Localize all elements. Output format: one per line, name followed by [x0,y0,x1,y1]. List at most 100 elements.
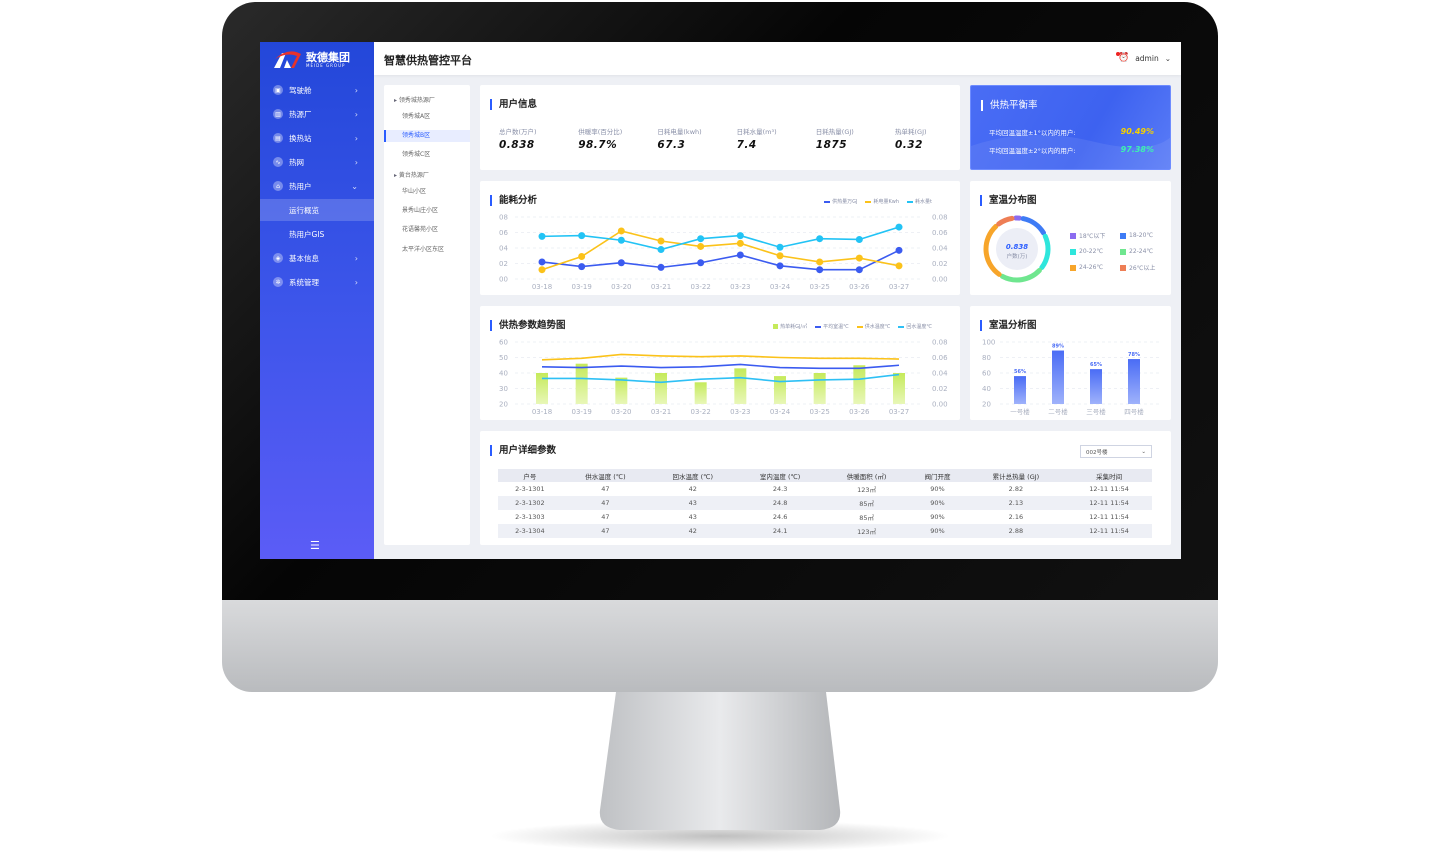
sidebar-item-6[interactable]: 热用户GIS [260,223,374,245]
bar [774,376,786,404]
table-cell: 12-11 11:54 [1089,513,1129,521]
bar [734,368,747,404]
y2-tick-label: 0.06 [932,354,948,362]
x-tick-label: 03-23 [730,283,750,291]
sidebar-item-4[interactable]: ⌂ 热用户 ⌄ [260,175,374,197]
x-tick-label: 03-25 [809,408,829,416]
data-point [816,235,824,243]
y2-tick-label: 0.00 [932,276,948,284]
bar [853,365,866,404]
balance-card: 供热平衡率 平均回温温度±1°以内的用户: 90.49% 平均回温温度±2°以内的用… [970,85,1171,170]
tree-item[interactable]: 太平洋小区东区 [402,246,445,253]
metric-label: 日耗水量(m³) [736,128,777,136]
sidebar-item-0[interactable]: ▣ 驾驶舱 › [260,79,374,101]
y-tick-label: 80 [982,354,991,362]
table-cell: 24.1 [736,524,824,538]
info-icon: ◈ [273,253,283,263]
gear-icon: ✲ [273,277,283,287]
bar [615,377,628,404]
tree-item[interactable]: 领秀城B区 [384,130,470,142]
metric-label: 供暖率(百分比) [578,128,623,136]
table-cell: 43 [649,496,737,510]
x-tick-label: 03-18 [532,408,552,416]
alarm-icon[interactable]: ⏰ [1115,52,1130,63]
tree-item[interactable]: 领秀城热源厂 [384,95,470,107]
legend-item: 耗水量t [907,198,932,205]
legend-item: 24-26℃ [1070,263,1120,272]
y-tick-label: 30 [499,385,508,393]
donut-slice [1020,216,1047,236]
tree-item[interactable]: 花语馨苑小区 [402,226,439,233]
tree-item[interactable]: 华山小区 [402,188,427,195]
y2-tick-label: 0.04 [932,370,948,378]
data-point [816,266,824,274]
table-row[interactable]: 2-3-1304 47 42 24.1 123㎡ 90% 2.88 12-11 11:54 [498,524,1152,538]
column-header: 累计总热量 (GJ) [965,469,1067,482]
column-header: 回水温度 (℃) [649,469,737,482]
monitor-chin [222,600,1218,692]
energy-chart-card: 能耗分析 供热量万GJ 耗电量Kwh 耗水量t 00 0.00 02 0.02 04 0.04… [480,181,960,295]
bar [1090,369,1102,404]
table-cell: 24.3 [772,485,788,493]
metric-value: 1875 [815,139,848,151]
series-line [541,226,900,251]
x-tick-label: 03-19 [571,408,591,416]
table-cell: 2.82 [1008,485,1024,493]
table-row[interactable]: 2-3-1301 47 42 24.3 123㎡ 90% 2.82 12-11 11:54 [498,482,1152,496]
metric-value: 0.838 [499,139,535,151]
y-tick-label: 04 [499,245,508,253]
chevron-down-icon: ⌄ [1164,53,1171,63]
y-tick-label: 40 [982,385,991,393]
legend-item: 供热量万GJ [824,198,857,205]
sidebar: 致德集团 MEIDE GROUP ▣ 驾驶舱 › ▥ 热源厂 › ▤ 换热站 › ∿ 热网 › ⌂ 热用户 ⌄… [260,42,374,559]
tree-item[interactable]: 黄台热源厂 [384,170,470,182]
legend-item: 供水温度℃ [856,323,890,330]
data-point [736,232,744,240]
building-select[interactable]: 002号楼 ⌄ [1080,445,1152,458]
collapse-menu-icon[interactable]: ☰ [310,539,320,552]
y2-tick-label: 0.04 [932,245,948,253]
sidebar-item-1[interactable]: ▥ 热源厂 › [260,103,374,125]
table-cell: 90% [930,513,945,521]
app-screen: 致德集团 MEIDE GROUP ▣ 驾驶舱 › ▥ 热源厂 › ▤ 换热站 › ∿ 热网 › ⌂ 热用户 ⌄… [260,42,1181,559]
metric-label: 总户数(万户) [499,128,537,136]
table-row[interactable]: 2-3-1302 47 43 24.8 85㎡ 90% 2.13 12-11 11:54 [498,496,1152,510]
table-cell: 123㎡ [823,524,910,538]
chevron-right-icon: › [354,109,358,119]
sidebar-item-7[interactable]: ◈ 基本信息 › [260,247,374,269]
user-detail-table: 户号 供水温度 (℃) 回水温度 (℃) 室内温度 (℃) 供暖面积 (㎡) 阀门开度 累计… [498,469,1152,538]
tree-item[interactable]: 领秀城C区 [402,151,431,158]
energy-chart: 00 0.00 02 0.02 04 0.04 06 0.06 08 0.08 03-18 03-19… [499,214,948,292]
bar [575,363,588,404]
tree-item[interactable]: 景秀山庄小区 [402,207,439,214]
card-title: 室温分析图 [980,320,1037,331]
bar [694,382,707,404]
y-tick-label: 00 [499,276,508,284]
chevron-down-icon: ⌄ [1141,448,1146,455]
table-row[interactable]: 2-3-1303 47 43 24.6 85㎡ 90% 2.16 12-11 11:54 [498,510,1152,524]
legend-item: 26℃以上 [1120,263,1170,272]
user-menu[interactable]: ⏰ admin ⌄ [1115,52,1171,63]
x-tick-label: 一号楼 [1010,407,1030,416]
sidebar-item-8[interactable]: ✲ 系统管理 › [260,271,374,293]
donut-center-value: 0.838 [1006,243,1028,251]
chevron-right-icon: › [354,277,358,287]
legend-item: 18℃以下 [1070,231,1120,240]
table-cell: 47 [561,524,650,538]
x-tick-label: 03-27 [889,408,909,416]
sidebar-item-5[interactable]: 运行概览 [260,199,374,221]
x-tick-label: 03-24 [770,408,791,416]
column-header: 户号 [498,469,562,482]
tree-item[interactable]: 领秀城A区 [402,113,431,120]
table-cell: 2-3-1301 [515,485,545,493]
table-cell: 2.16 [1008,513,1024,521]
sidebar-item-2[interactable]: ▤ 换热站 › [260,127,374,149]
table-cell: 12-11 11:54 [1066,496,1152,510]
sidebar-item-3[interactable]: ∿ 热网 › [260,151,374,173]
legend-item: 20-22℃ [1070,248,1120,255]
user-detail-card: 用户详细参数 002号楼 ⌄ 户号 供水温度 (℃) 回水温度 (℃) 室内温度 (℃)… [480,431,1171,545]
legend-item: 平均室温℃ [815,323,849,330]
factory-icon: ▥ [273,109,283,119]
table-cell: 2-3-1302 [498,496,562,510]
